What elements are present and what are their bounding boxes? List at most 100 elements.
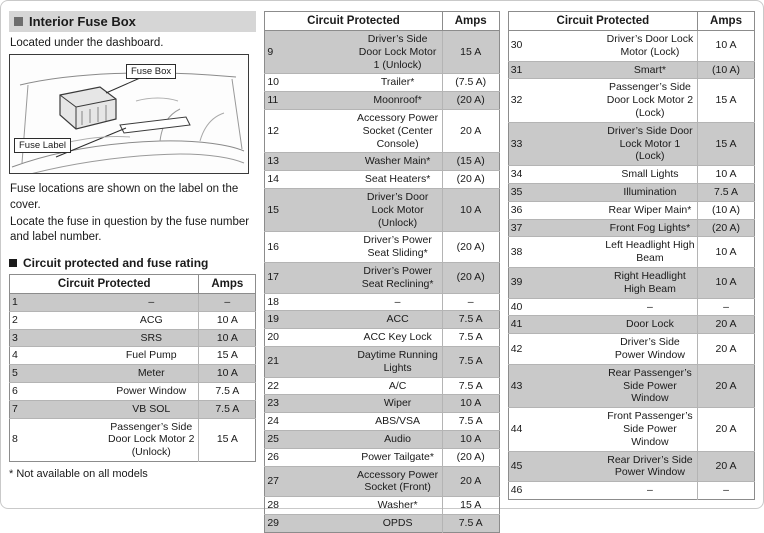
fuse-number: 38 — [508, 236, 603, 268]
fuse-amps: 7.5 A — [198, 399, 256, 419]
fuse-amps: 7.5 A — [697, 182, 755, 202]
fuse-row: 7 VB SOL 7.5 A — [9, 399, 256, 419]
section-header-interior-fuse-box: Interior Fuse Box — [9, 11, 257, 32]
fuse-amps: 10 A — [697, 30, 755, 62]
fuse-row: 5 Meter 10 A — [9, 364, 256, 383]
fuse-amps: 20 A — [697, 450, 755, 482]
fuse-number: 6 — [9, 382, 105, 401]
fuse-row: 10 Trailer* (7.5 A) — [264, 73, 500, 92]
fuse-amps: 15 A — [697, 78, 755, 123]
fuse-number: 20 — [264, 328, 354, 347]
fuse-row: 14 Seat Heaters* (20 A) — [264, 170, 500, 189]
fuse-table-middle: Circuit Protected Amps 9 Driver’s Side Do… — [264, 11, 500, 533]
column-header-amps: Amps — [441, 11, 500, 31]
intro-text: Located under the dashboard. — [10, 37, 164, 49]
fuse-number: 33 — [508, 121, 603, 166]
fuse-circuit: Driver’s Side Power Window — [602, 333, 698, 365]
fuse-table-body-right: 30 Driver’s Door Lock Motor (Lock) 10 A 31 S… — [508, 30, 755, 500]
fuse-amps: 10 A — [697, 165, 755, 184]
fuse-circuit: – — [104, 293, 199, 312]
fuse-row: 38 Left Headlight High Beam 10 A — [508, 236, 755, 268]
fuse-circuit: ACC — [353, 310, 443, 329]
fuse-number: 46 — [508, 481, 603, 500]
fuse-circuit: Front Fog Lights* — [602, 218, 698, 237]
fuse-row: 26 Power Tailgate* (20 A) — [264, 447, 500, 467]
fuse-amps: (10 A) — [697, 60, 755, 79]
fuse-circuit: ACG — [104, 310, 199, 330]
fuse-table-right: Circuit Protected Amps 30 Driver’s Door L… — [507, 11, 756, 500]
fuse-number: 42 — [508, 333, 603, 365]
fuse-amps: – — [198, 293, 256, 312]
fuse-circuit: ACC Key Lock — [353, 328, 443, 347]
left-column: Interior Fuse Box Located under the dash… — [9, 11, 257, 480]
fuse-number: 3 — [9, 328, 105, 347]
fuse-circuit: Rear Wiper Main* — [602, 200, 698, 220]
fuse-row: 45 Rear Driver’s Side Power Window 20 A — [508, 450, 755, 482]
fuse-row: 31 Smart* (10 A) — [508, 60, 755, 79]
fuse-amps: 7.5 A — [441, 328, 500, 347]
section-header-circuit-rating: Circuit protected and fuse rating — [9, 256, 256, 270]
column-header-circuit: Circuit Protected — [264, 11, 443, 31]
fuse-amps: 10 A — [198, 328, 256, 347]
fuse-circuit: OPDS — [353, 513, 443, 533]
fuse-circuit: VB SOL — [104, 399, 199, 419]
fuse-amps: 10 A — [198, 310, 256, 330]
fuse-circuit: Moonroof* — [353, 91, 443, 110]
fuse-number: 30 — [508, 30, 603, 62]
fuse-amps: 7.5 A — [441, 513, 500, 533]
fuse-amps: – — [697, 481, 755, 500]
fuse-number: 31 — [508, 60, 603, 79]
fuse-circuit: – — [602, 481, 698, 500]
fuse-row: 2 ACG 10 A — [9, 310, 256, 330]
fuse-number: 23 — [264, 394, 354, 413]
column-header-amps: Amps — [697, 11, 755, 31]
fuse-row: 29 OPDS 7.5 A — [264, 513, 500, 533]
fuse-number: 26 — [264, 447, 354, 467]
callout-fuse-label: Fuse Label — [14, 138, 72, 154]
fuse-circuit: Washer Main* — [353, 152, 443, 171]
fuse-row: 13 Washer Main* (15 A) — [264, 152, 500, 171]
fuse-amps: 15 A — [697, 121, 755, 166]
section-title: Interior Fuse Box — [29, 14, 136, 29]
middle-column: Circuit Protected Amps 9 Driver’s Side Do… — [264, 11, 500, 533]
fuse-amps: 10 A — [697, 266, 755, 299]
fuse-table-middle-head: Circuit Protected Amps — [264, 11, 500, 31]
notes: Fuse locations are shown on the label on… — [10, 182, 255, 247]
column-header-circuit: Circuit Protected — [9, 274, 199, 295]
fuse-row: 6 Power Window 7.5 A — [9, 382, 256, 401]
fuse-circuit: Driver’s Power Seat Sliding* — [353, 231, 443, 263]
fuse-amps: 7.5 A — [441, 310, 500, 329]
fuse-circuit: Passenger’s Side Door Lock Motor 2 (Unlo… — [104, 417, 199, 462]
fuse-amps: 7.5 A — [198, 382, 256, 401]
fuse-amps: 15 A — [441, 29, 500, 74]
fuse-number: 17 — [264, 261, 354, 294]
fuse-row: 15 Driver’s Door Lock Motor (Unlock) 10 A — [264, 187, 500, 232]
fuse-row: 44 Front Passenger’s Side Power Window 20 … — [508, 407, 755, 452]
fuse-circuit: Washer* — [353, 496, 443, 515]
fuse-row: 34 Small Lights 10 A — [508, 165, 755, 184]
fuse-row: 19 ACC 7.5 A — [264, 310, 500, 329]
fuse-table-left-head: Circuit Protected Amps — [9, 274, 256, 295]
fuse-table-left: Circuit Protected Amps 1– –2 ACG 10 A 3 SRS 10… — [9, 274, 257, 462]
fuse-row: 32 Passenger’s Side Door Lock Motor 2 (Lo… — [508, 78, 755, 123]
fuse-number: 9 — [264, 29, 354, 74]
fuse-circuit: Power Tailgate* — [353, 447, 443, 467]
fuse-number: 12 — [264, 108, 354, 153]
fuse-number: 39 — [508, 266, 603, 299]
fuse-circuit: Rear Passenger’s Side Power Window — [602, 363, 698, 408]
fuse-circuit: Right Headlight High Beam — [602, 266, 698, 299]
fuse-circuit: Passenger’s Side Door Lock Motor 2 (Lock… — [602, 78, 698, 123]
fuse-number: 34 — [508, 165, 603, 184]
fuse-amps: 10 A — [441, 187, 500, 232]
fuse-row: 4 Fuel Pump 15 A — [9, 346, 256, 365]
fuse-row: 21 Daytime Running Lights 7.5 A — [264, 345, 500, 378]
fuse-amps: – — [697, 297, 755, 316]
fuse-row: 41 Door Lock 20 A — [508, 315, 755, 334]
fuse-number: 21 — [264, 345, 354, 378]
fuse-circuit: Door Lock — [602, 315, 698, 334]
fuse-circuit: Driver’s Door Lock Motor (Unlock) — [353, 187, 443, 232]
fuse-row: 39 Right Headlight High Beam 10 A — [508, 266, 755, 299]
fuse-number: 41 — [508, 315, 603, 334]
fuse-row: 8 Passenger’s Side Door Lock Motor 2 (Unl… — [9, 417, 256, 462]
